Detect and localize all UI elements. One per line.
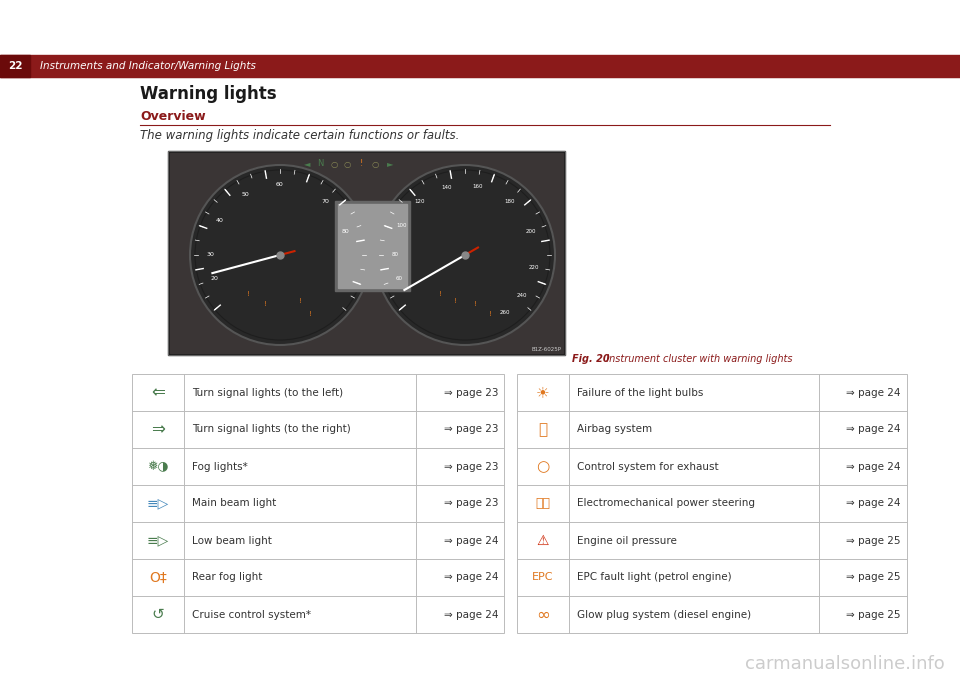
Text: ↺: ↺ [152, 607, 164, 622]
Text: !: ! [359, 160, 363, 168]
Bar [168, 151, 565, 355]
Text: ○: ○ [537, 459, 550, 474]
Text: Cruise control system*: Cruise control system* [192, 610, 311, 619]
Text: Airbag system: Airbag system [577, 424, 652, 435]
Text: 120: 120 [415, 199, 425, 204]
Text: !: ! [473, 301, 476, 307]
Text: O‡: O‡ [149, 570, 167, 585]
Text: 260: 260 [500, 310, 511, 315]
Text: 240: 240 [517, 293, 528, 297]
Text: ≡▷: ≡▷ [147, 496, 169, 511]
Text: ⇒ page 24: ⇒ page 24 [847, 498, 901, 509]
Text: ⇒ page 25: ⇒ page 25 [847, 610, 901, 619]
Text: ⇒: ⇒ [151, 420, 165, 439]
Bar [335, 201, 410, 291]
Text: Fig. 20: Fig. 20 [572, 354, 610, 364]
Text: !: ! [264, 301, 267, 307]
Text: !: ! [439, 291, 442, 297]
Text: ⇐: ⇐ [151, 384, 165, 401]
Text: Turn signal lights (to the left): Turn signal lights (to the left) [192, 388, 343, 397]
Text: ⇒ page 24: ⇒ page 24 [444, 536, 498, 545]
Bar [0, 55, 960, 77]
Circle shape [375, 165, 555, 345]
Text: ∞: ∞ [536, 606, 550, 623]
Text: Warning lights: Warning lights [140, 85, 276, 103]
Bar [517, 374, 907, 633]
Text: 180: 180 [505, 199, 516, 204]
Text: ⇒ page 23: ⇒ page 23 [444, 462, 498, 471]
Text: !: ! [453, 298, 456, 304]
Text: EPC: EPC [532, 572, 554, 583]
Text: 140: 140 [442, 185, 452, 190]
Text: 40: 40 [215, 217, 224, 223]
Text: The warning lights indicate certain functions or faults.: The warning lights indicate certain func… [140, 128, 460, 141]
Text: !: ! [308, 311, 311, 317]
Text: Overview: Overview [140, 111, 205, 124]
Text: 50: 50 [241, 192, 249, 197]
Circle shape [190, 165, 370, 345]
Text: Rear fog light: Rear fog light [192, 572, 262, 583]
Text: ⛹: ⛹ [539, 422, 547, 437]
Text: 220: 220 [529, 265, 540, 270]
Text: ◄: ◄ [303, 160, 310, 168]
Bar [0, 55, 30, 77]
Text: 160: 160 [472, 183, 483, 189]
Text: 60: 60 [396, 276, 403, 281]
Text: 22: 22 [8, 61, 22, 71]
Text: ≡▷: ≡▷ [147, 534, 169, 547]
Text: ⇒ page 23: ⇒ page 23 [444, 498, 498, 509]
Text: ⇒ page 24: ⇒ page 24 [847, 424, 901, 435]
Text: ○: ○ [372, 160, 378, 168]
Text: ☀: ☀ [537, 385, 550, 400]
Text: 70: 70 [321, 199, 329, 204]
Bar [170, 153, 563, 353]
Text: ⇒ page 24: ⇒ page 24 [847, 388, 901, 397]
Text: !: ! [299, 298, 301, 304]
Bar [168, 151, 565, 355]
Text: N: N [317, 160, 324, 168]
Text: ⇒ page 25: ⇒ page 25 [847, 572, 901, 583]
Text: 80: 80 [392, 253, 398, 257]
Text: ⇒ page 23: ⇒ page 23 [444, 424, 498, 435]
Text: Electromechanical power steering: Electromechanical power steering [577, 498, 755, 509]
Text: Instruments and Indicator/Warning Lights: Instruments and Indicator/Warning Lights [40, 61, 256, 71]
Text: ❅◑: ❅◑ [147, 460, 169, 473]
Text: B1Z-6025P: B1Z-6025P [532, 347, 562, 352]
Text: Main beam light: Main beam light [192, 498, 276, 509]
Text: Fog lights*: Fog lights* [192, 462, 248, 471]
Text: Low beam light: Low beam light [192, 536, 272, 545]
Text: 100: 100 [396, 223, 407, 228]
Text: !: ! [247, 291, 250, 297]
Text: ⇒ page 24: ⇒ page 24 [847, 462, 901, 471]
Text: Instrument cluster with warning lights: Instrument cluster with warning lights [600, 354, 793, 364]
Text: ○: ○ [330, 160, 338, 168]
Text: EPC fault light (petrol engine): EPC fault light (petrol engine) [577, 572, 732, 583]
Text: ○: ○ [344, 160, 350, 168]
Text: !: ! [489, 311, 492, 317]
Text: 30: 30 [206, 253, 214, 257]
Text: 20: 20 [210, 276, 218, 281]
Text: carmanualsonline.info: carmanualsonline.info [745, 655, 945, 673]
Text: Failure of the light bulbs: Failure of the light bulbs [577, 388, 704, 397]
Text: ⚠: ⚠ [537, 534, 549, 547]
Text: Engine oil pressure: Engine oil pressure [577, 536, 677, 545]
Text: ⇒ page 24: ⇒ page 24 [444, 572, 498, 583]
Text: ►: ► [387, 160, 394, 168]
Text: ⇒ page 25: ⇒ page 25 [847, 536, 901, 545]
Text: Glow plug system (diesel engine): Glow plug system (diesel engine) [577, 610, 751, 619]
Text: ⇒ page 24: ⇒ page 24 [444, 610, 498, 619]
Text: Turn signal lights (to the right): Turn signal lights (to the right) [192, 424, 350, 435]
Text: ⇒ page 23: ⇒ page 23 [444, 388, 498, 397]
Text: ⓉⓉ: ⓉⓉ [536, 497, 550, 510]
Text: 80: 80 [342, 229, 349, 234]
Text: 60: 60 [276, 183, 284, 187]
Bar [132, 374, 504, 633]
Text: Control system for exhaust: Control system for exhaust [577, 462, 719, 471]
Bar [338, 204, 407, 288]
Text: 200: 200 [525, 229, 536, 234]
